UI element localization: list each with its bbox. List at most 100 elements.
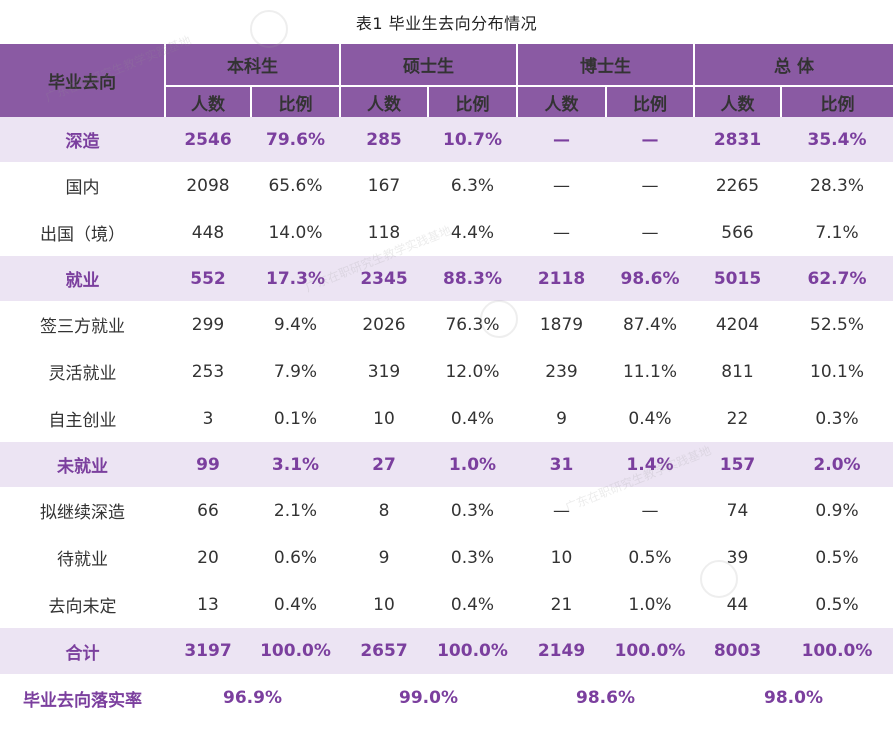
ratio-cell: 7.1% xyxy=(781,209,893,256)
ratio-cell: — xyxy=(606,487,694,534)
ratio-cell: 7.9% xyxy=(251,348,340,395)
ratio-cell: 14.0% xyxy=(251,209,340,256)
table-row: 国内 2098 65.6% 167 6.3% — —2265 28.3% xyxy=(0,162,893,209)
rate-value: 98.6% xyxy=(517,674,694,722)
count-cell: — xyxy=(517,487,606,534)
count-cell: 44 xyxy=(694,581,781,628)
ratio-cell: 3.1% xyxy=(251,442,340,487)
ratio-cell: 35.4% xyxy=(781,117,893,162)
row-label: 待就业 xyxy=(0,534,165,581)
count-cell: 66 xyxy=(165,487,251,534)
count-cell: 118 xyxy=(340,209,428,256)
ratio-cell: 0.3% xyxy=(428,534,517,581)
count-cell: 2026 xyxy=(340,301,428,348)
ratio-cell: 0.5% xyxy=(781,534,893,581)
ratio-cell: 100.0% xyxy=(781,628,893,674)
header-destination: 毕业去向 xyxy=(0,44,165,117)
header-group-doctor: 博士生 xyxy=(516,44,694,87)
count-cell: 157 xyxy=(694,442,781,487)
table-row: 出国（境） 448 14.0% 118 4.4% — —566 7.1% xyxy=(0,209,893,256)
ratio-cell: 87.4% xyxy=(606,301,694,348)
count-cell: 8003 xyxy=(694,628,781,674)
ratio-cell: 2.0% xyxy=(781,442,893,487)
ratio-cell: 0.1% xyxy=(251,395,340,442)
ratio-cell: 65.6% xyxy=(251,162,340,209)
row-label: 未就业 xyxy=(0,442,165,487)
row-label: 出国（境） xyxy=(0,209,165,256)
count-cell: 2265 xyxy=(694,162,781,209)
count-cell: 2149 xyxy=(517,628,606,674)
total-row: 合计 3197 100.0% 2657 100.0% 2149 100.0% 8003 100.… xyxy=(0,628,893,674)
ratio-cell: 100.0% xyxy=(606,628,694,674)
ratio-cell: 79.6% xyxy=(251,117,340,162)
ratio-cell: 76.3% xyxy=(428,301,517,348)
count-cell: 27 xyxy=(340,442,428,487)
count-cell: 811 xyxy=(694,348,781,395)
rate-value: 96.9% xyxy=(165,674,340,722)
row-label: 自主创业 xyxy=(0,395,165,442)
row-label: 去向未定 xyxy=(0,581,165,628)
table-row: 灵活就业 253 7.9% 319 12.0% 239 11.1% 811 10.1% xyxy=(0,348,893,395)
ratio-cell: 0.5% xyxy=(606,534,694,581)
ratio-cell: 0.6% xyxy=(251,534,340,581)
count-cell: — xyxy=(517,162,606,209)
count-cell: 9 xyxy=(517,395,606,442)
count-cell: 253 xyxy=(165,348,251,395)
ratio-cell: 0.3% xyxy=(781,395,893,442)
header-ratio: 比例 xyxy=(427,86,517,117)
header-count: 人数 xyxy=(693,86,781,117)
ratio-cell: 10.7% xyxy=(428,117,517,162)
rate-value: 98.0% xyxy=(694,674,893,722)
count-cell: 20 xyxy=(165,534,251,581)
header-group-overall: 总 体 xyxy=(692,44,893,87)
ratio-cell: 28.3% xyxy=(781,162,893,209)
count-cell: 5015 xyxy=(694,256,781,301)
table-body: 深造 2546 79.6% 285 10.7% — —2831 35.4% 国内 2098 65.6… xyxy=(0,117,893,722)
count-cell: 1879 xyxy=(517,301,606,348)
row-label: 签三方就业 xyxy=(0,301,165,348)
count-cell: 566 xyxy=(694,209,781,256)
count-cell: 299 xyxy=(165,301,251,348)
ratio-cell: 1.0% xyxy=(428,442,517,487)
count-cell: 2118 xyxy=(517,256,606,301)
ratio-cell: 0.4% xyxy=(428,581,517,628)
ratio-cell: 0.5% xyxy=(781,581,893,628)
count-cell: 10 xyxy=(517,534,606,581)
category-row: 就业 552 17.3% 2345 88.3% 2118 98.6% 5015 62.7% xyxy=(0,256,893,301)
header-ratio: 比例 xyxy=(250,86,340,117)
header-count: 人数 xyxy=(164,86,251,117)
table-row: 签三方就业 299 9.4% 2026 76.3% 1879 87.4% 4204 52.5% xyxy=(0,301,893,348)
table-title: 表1 毕业生去向分布情况 xyxy=(355,14,538,33)
ratio-cell: 1.4% xyxy=(606,442,694,487)
ratio-cell: 100.0% xyxy=(428,628,517,674)
count-cell: 2657 xyxy=(340,628,428,674)
count-cell: 319 xyxy=(340,348,428,395)
count-cell: 22 xyxy=(694,395,781,442)
ratio-cell: 62.7% xyxy=(781,256,893,301)
rate-label: 毕业去向落实率 xyxy=(0,674,165,722)
rate-row: 毕业去向落实率 96.9% 99.0% 98.6% 98.0% xyxy=(0,674,893,722)
table-row: 自主创业 3 0.1% 10 0.4% 9 0.4% 22 0.3% xyxy=(0,395,893,442)
count-cell: — xyxy=(517,117,606,162)
ratio-cell: 100.0% xyxy=(251,628,340,674)
count-cell: — xyxy=(517,209,606,256)
graduate-destination-table: 毕业去向 本科生 硕士生 博士生 总 体 人数 比例 人数 比例 人数 比例 人… xyxy=(0,44,893,722)
count-cell: 39 xyxy=(694,534,781,581)
count-cell: 31 xyxy=(517,442,606,487)
row-label: 合计 xyxy=(0,628,165,674)
ratio-cell: 11.1% xyxy=(606,348,694,395)
count-cell: 10 xyxy=(340,395,428,442)
ratio-cell: 98.6% xyxy=(606,256,694,301)
count-cell: 552 xyxy=(165,256,251,301)
count-cell: 2831 xyxy=(694,117,781,162)
count-cell: 2546 xyxy=(165,117,251,162)
ratio-cell: 2.1% xyxy=(251,487,340,534)
count-cell: 2345 xyxy=(340,256,428,301)
row-label: 拟继续深造 xyxy=(0,487,165,534)
count-cell: 239 xyxy=(517,348,606,395)
category-row: 深造 2546 79.6% 285 10.7% — —2831 35.4% xyxy=(0,117,893,162)
row-label: 国内 xyxy=(0,162,165,209)
header-group-undergrad: 本科生 xyxy=(164,44,340,87)
ratio-cell: — xyxy=(606,117,694,162)
row-label: 就业 xyxy=(0,256,165,301)
